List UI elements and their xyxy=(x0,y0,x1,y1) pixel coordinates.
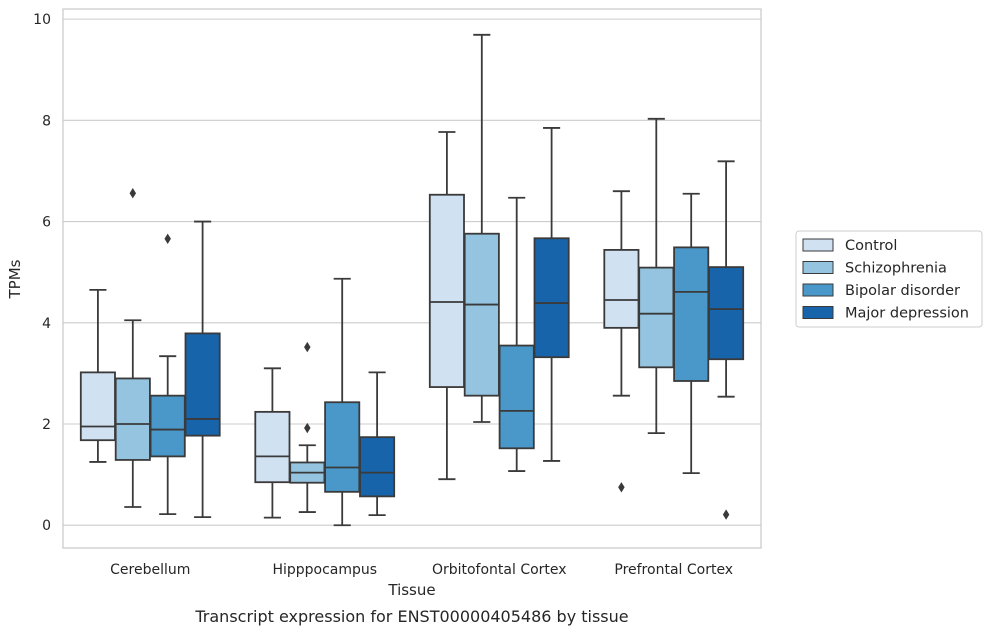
outlier-point xyxy=(129,188,137,199)
box-iqr xyxy=(463,232,500,397)
legend-frame xyxy=(795,230,983,328)
box-iqr xyxy=(498,344,535,450)
legend-label: Control xyxy=(845,238,897,254)
outlier-point xyxy=(618,482,625,493)
box-iqr xyxy=(184,332,221,437)
legend-label: Bipolar disorder xyxy=(845,283,960,299)
x-tick-label-cerebellum: Cerebellum xyxy=(110,562,190,578)
box-iqr xyxy=(359,436,396,498)
plot-frame xyxy=(62,8,762,549)
box-orbitofontal-cortex-schizophrenia xyxy=(463,33,500,423)
box-iqr xyxy=(149,394,186,458)
legend-swatch xyxy=(802,306,834,319)
outlier-point xyxy=(304,341,311,353)
box-orbitofontal-cortex-bipolar-disorder xyxy=(498,196,535,472)
box-orbitofontal-cortex-major-depression xyxy=(533,127,570,462)
legend-swatch xyxy=(802,238,834,252)
box-prefrontal-cortex-control xyxy=(603,190,640,493)
outlier-point xyxy=(722,509,730,520)
box-orbitofontal-cortex-control xyxy=(428,131,465,481)
box-cerebellum-control xyxy=(79,288,116,463)
box-hipppocampus-control xyxy=(254,367,291,519)
y-tick-label-4: 4 xyxy=(42,316,51,332)
y-tick-label-8: 8 xyxy=(42,113,51,129)
box-cerebellum-schizophrenia xyxy=(114,188,151,508)
x-axis-ticks: Cerebellum Hipppocampus Orbitofontal Corte… xyxy=(110,562,733,578)
legend-item-schizophrenia: Schizophrenia xyxy=(802,261,947,277)
box-iqr xyxy=(533,237,570,359)
x-tick-label-orbitofontal-cortex: Orbitofontal Cortex xyxy=(432,562,567,578)
legend-swatch xyxy=(802,283,834,297)
legend-label: Major depression xyxy=(845,306,969,322)
box-hipppocampus-schizophrenia xyxy=(289,341,326,513)
box-iqr xyxy=(673,246,710,382)
outlier-point xyxy=(304,422,311,434)
box-iqr xyxy=(638,266,675,369)
legend-item-major-depression: Major depression xyxy=(802,306,969,322)
legend-item-bipolar-disorder: Bipolar disorder xyxy=(802,283,960,299)
x-tick-label-prefrontal-cortex: Prefrontal Cortex xyxy=(614,562,733,578)
legend-swatch xyxy=(802,261,834,274)
box-iqr xyxy=(708,266,745,361)
chart-caption: Transcript expression for ENST0000040548… xyxy=(194,607,628,626)
y-axis-label: TPMs xyxy=(6,259,24,299)
outlier-point xyxy=(164,233,171,244)
box-iqr xyxy=(114,377,151,461)
box-prefrontal-cortex-major-depression xyxy=(708,160,745,520)
y-tick-label-0: 0 xyxy=(42,518,51,534)
y-axis-ticks: 0 2 4 6 8 10 xyxy=(33,12,51,534)
y-tick-label-10: 10 xyxy=(33,12,51,28)
legend-item-control: Control xyxy=(802,238,897,254)
legend: Control Schizophrenia Bipolar disorder Majo… xyxy=(795,230,983,328)
box-iqr xyxy=(603,249,640,329)
box-plots xyxy=(79,33,745,527)
legend-label: Schizophrenia xyxy=(845,261,947,277)
y-tick-label-6: 6 xyxy=(42,215,51,231)
x-axis-label: Tissue xyxy=(387,581,435,599)
box-hipppocampus-bipolar-disorder xyxy=(324,277,361,527)
x-tick-label-hipppocampus: Hipppocampus xyxy=(272,562,377,578)
y-tick-label-2: 2 xyxy=(42,417,51,433)
box-iqr xyxy=(79,371,116,442)
box-iqr xyxy=(254,410,291,484)
box-cerebellum-bipolar-disorder xyxy=(149,233,186,515)
box-cerebellum-major-depression xyxy=(184,220,221,519)
box-hipppocampus-major-depression xyxy=(359,371,396,517)
box-prefrontal-cortex-bipolar-disorder xyxy=(673,192,710,474)
box-iqr xyxy=(428,193,465,388)
box-iqr xyxy=(324,401,361,493)
box-prefrontal-cortex-schizophrenia xyxy=(638,117,675,435)
